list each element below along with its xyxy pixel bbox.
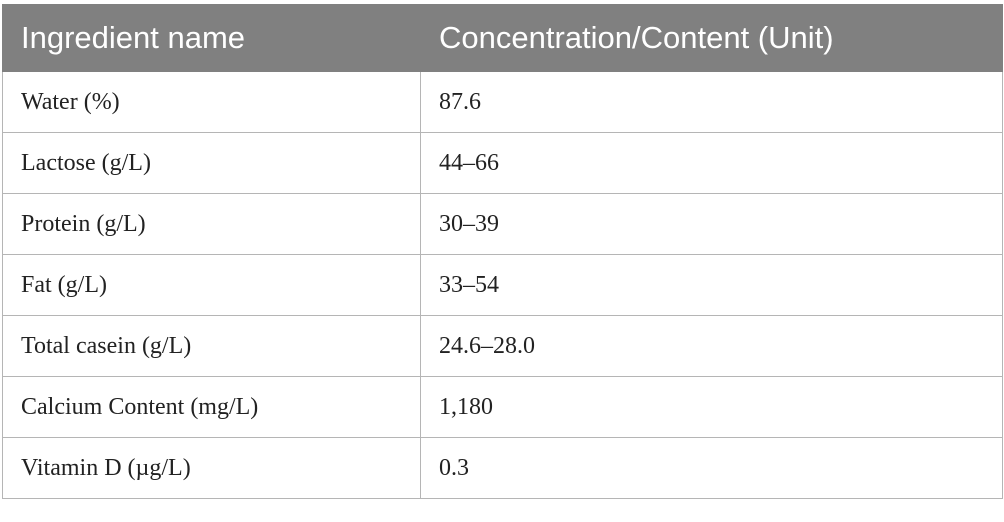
ingredient-cell: Calcium Content (mg/L) (2, 376, 421, 438)
table-row: Protein (g/L) 30–39 (2, 193, 1003, 255)
ingredient-cell: Vitamin D (µg/L) (2, 437, 421, 499)
header-row: Ingredient name Concentration/Content (U… (2, 4, 1003, 72)
ingredient-cell: Protein (g/L) (2, 193, 421, 255)
value-cell: 30–39 (420, 193, 1003, 255)
ingredient-cell: Water (%) (2, 71, 421, 133)
ingredient-cell: Total casein (g/L) (2, 315, 421, 377)
header-ingredient-name: Ingredient name (2, 4, 421, 72)
ingredient-table: Ingredient name Concentration/Content (U… (2, 4, 1003, 499)
value-cell: 44–66 (420, 132, 1003, 194)
table-body: Water (%) 87.6 Lactose (g/L) 44–66 Prote… (2, 71, 1003, 499)
value-cell: 87.6 (420, 71, 1003, 133)
ingredient-cell: Lactose (g/L) (2, 132, 421, 194)
table-row: Calcium Content (mg/L) 1,180 (2, 376, 1003, 438)
table-header: Ingredient name Concentration/Content (U… (2, 4, 1003, 72)
table-row: Fat (g/L) 33–54 (2, 254, 1003, 316)
table-row: Total casein (g/L) 24.6–28.0 (2, 315, 1003, 377)
value-cell: 0.3 (420, 437, 1003, 499)
table-row: Vitamin D (µg/L) 0.3 (2, 437, 1003, 499)
value-cell: 33–54 (420, 254, 1003, 316)
table-row: Water (%) 87.6 (2, 71, 1003, 133)
header-concentration: Concentration/Content (Unit) (420, 4, 1003, 72)
value-cell: 24.6–28.0 (420, 315, 1003, 377)
value-cell: 1,180 (420, 376, 1003, 438)
table-row: Lactose (g/L) 44–66 (2, 132, 1003, 194)
ingredient-cell: Fat (g/L) (2, 254, 421, 316)
